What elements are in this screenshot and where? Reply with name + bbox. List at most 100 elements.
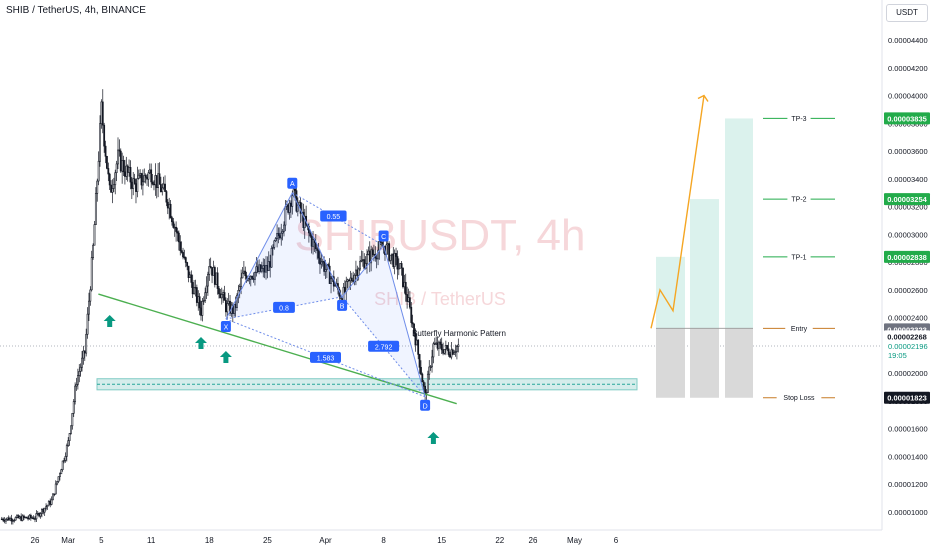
candle-body	[223, 292, 226, 301]
candle-body	[117, 149, 119, 165]
candle-body	[421, 373, 424, 383]
candle-body	[65, 445, 68, 457]
candle-body	[348, 279, 350, 282]
candle-body	[432, 343, 435, 358]
candle-body	[27, 517, 29, 520]
projection-path	[650, 95, 705, 329]
candle-body	[281, 231, 284, 234]
candle-body	[143, 175, 146, 183]
candle-body	[389, 254, 392, 261]
candle-body	[356, 269, 359, 276]
candle-body	[411, 322, 414, 325]
candle-body	[194, 287, 197, 289]
candle-body	[23, 515, 25, 518]
candle-body	[114, 172, 117, 186]
candle-body	[31, 517, 34, 519]
tp2-price-tag: 0.00003254	[887, 195, 927, 204]
candle-body	[151, 181, 154, 185]
time-tick-label: 15	[437, 536, 446, 545]
pattern-leg-xa	[225, 192, 293, 320]
price-tick-label: 0.00001600	[888, 425, 928, 434]
projection-arrowhead-icon	[697, 94, 709, 102]
candle-body	[447, 348, 450, 355]
level-label: Entry	[791, 326, 808, 333]
candle-body	[377, 249, 379, 260]
time-tick-label: 18	[205, 536, 214, 545]
candle-body	[89, 289, 92, 302]
candle-body	[126, 165, 129, 173]
candle-body	[128, 167, 130, 173]
candle-body	[238, 286, 241, 291]
pattern-ratio-label: 2.792	[375, 344, 393, 351]
candle-body	[142, 181, 144, 186]
candle-body	[20, 516, 23, 521]
candle-body	[407, 297, 410, 302]
candle-body	[390, 253, 393, 256]
candle-body	[193, 287, 195, 295]
candle-body	[424, 385, 427, 394]
level-label-bg	[787, 113, 811, 124]
candle-body	[85, 333, 88, 354]
candle-body	[345, 281, 348, 293]
candle-body	[227, 300, 230, 304]
candle-body	[392, 253, 395, 267]
candle-body	[202, 300, 205, 302]
take-profit-box	[690, 199, 719, 329]
candle-body	[10, 517, 13, 522]
candle-body	[222, 292, 225, 295]
tp1-price-tag: 0.00002838	[887, 253, 927, 262]
candle-body	[195, 287, 198, 303]
level-label: TP-2	[791, 197, 806, 204]
candle-body	[38, 513, 41, 517]
price-tick-label: 0.00001200	[888, 480, 928, 489]
price-tick-label: 0.00004400	[888, 36, 928, 45]
candle-body	[68, 433, 71, 441]
candle-body	[155, 175, 158, 189]
candle-body	[118, 149, 121, 152]
candle-body	[370, 249, 373, 264]
candle-body	[182, 252, 184, 258]
candle-body	[43, 507, 46, 513]
candle-body	[137, 174, 140, 179]
candle-body	[106, 155, 108, 169]
candle-body	[79, 366, 82, 372]
candle-body	[417, 339, 420, 355]
candle-body	[442, 349, 444, 354]
candle-body	[97, 160, 100, 182]
pattern-ratio-label: 0.8	[279, 305, 289, 312]
candle-body	[135, 183, 137, 192]
candle-body	[5, 518, 7, 522]
candle-body	[186, 262, 189, 267]
candle-body	[11, 520, 14, 522]
pattern-ratio-label: 0.55	[327, 214, 341, 221]
candle-body	[173, 226, 176, 229]
candle-body	[309, 232, 312, 237]
candle-body	[39, 513, 42, 517]
candle-body	[61, 460, 64, 470]
pattern-point-badge	[378, 230, 389, 242]
candle-body	[404, 281, 407, 295]
candle-body	[94, 192, 97, 225]
candle-body	[96, 180, 99, 194]
candle-body	[93, 224, 96, 246]
tp3-price-tag: 0.00003835	[887, 114, 927, 123]
candle-body	[236, 294, 238, 308]
candle-body	[219, 293, 222, 299]
candle-body	[2, 518, 5, 521]
candle-body	[150, 169, 153, 183]
candle-body	[180, 250, 183, 253]
candle-body	[456, 346, 458, 352]
candle-body	[129, 167, 132, 183]
candle-body	[34, 518, 36, 520]
pattern-point-label: A	[290, 181, 295, 188]
chart-title: SHIB / TetherUS, 4h, BINANCE	[6, 5, 146, 16]
candle-body	[41, 508, 43, 514]
candle-body	[251, 275, 254, 279]
currency-button[interactable]: USDT	[886, 4, 928, 22]
candle-body	[396, 256, 399, 270]
stop-loss-box	[725, 328, 753, 398]
level-label-bg	[785, 323, 813, 334]
candle-body	[291, 195, 294, 207]
price-tick-label: 0.00004000	[888, 92, 928, 101]
